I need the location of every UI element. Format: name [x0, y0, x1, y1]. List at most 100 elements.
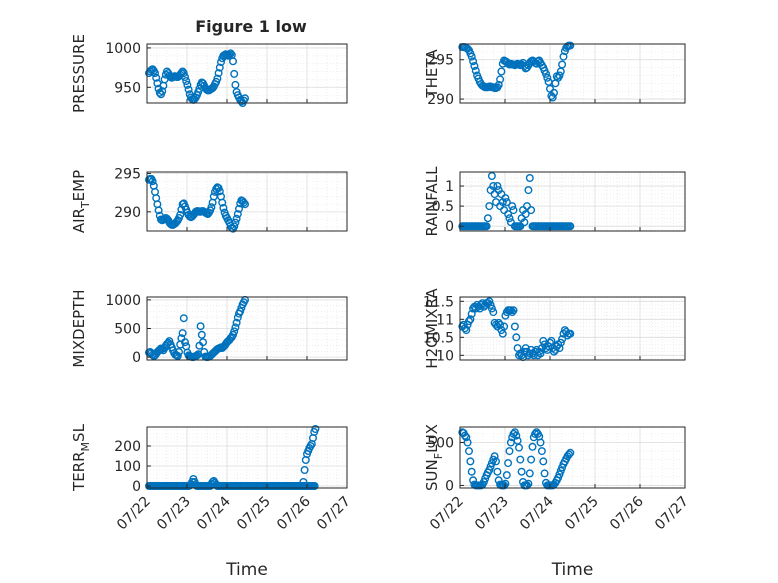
data-point: [543, 73, 552, 82]
grid: [146, 172, 348, 231]
data-point: [197, 330, 206, 339]
subplot-1: 950 1000 PRESSURE: [70, 34, 348, 113]
data-point: [496, 75, 505, 84]
data-point: [512, 333, 521, 342]
y-tick-label: 290: [114, 205, 141, 221]
data-point: [219, 203, 228, 212]
data-point: [550, 88, 559, 97]
data-point: [234, 204, 243, 213]
y-tick-label: 1000: [105, 293, 141, 309]
data-point: [564, 450, 573, 459]
data-point: [500, 322, 509, 331]
grid: [146, 297, 348, 360]
data-point: [536, 438, 545, 447]
data-point: [230, 222, 239, 231]
data-series: [144, 295, 249, 362]
data-point: [546, 84, 555, 93]
y-tick-label: 10: [436, 348, 454, 364]
data-point: [555, 470, 564, 479]
data-point: [207, 203, 216, 212]
y-axis-label: H2OMIXRA: [423, 288, 441, 369]
data-series: [144, 49, 249, 107]
grid: [146, 427, 348, 488]
data-series: [458, 171, 575, 231]
data-point: [547, 336, 556, 345]
data-point: [300, 466, 309, 475]
data-point: [148, 65, 157, 74]
data-series: [458, 428, 575, 490]
y-tick-label: 1000: [105, 41, 141, 57]
data-point: [485, 202, 494, 211]
data-point: [486, 300, 495, 309]
data-point: [516, 455, 525, 464]
data-point: [537, 447, 546, 456]
data-point: [218, 198, 227, 207]
data-point: [483, 214, 492, 223]
data-point: [517, 467, 526, 476]
y-tick-label: 295: [114, 167, 141, 183]
y-tick-label: 11.5: [423, 294, 454, 310]
data-point: [555, 344, 564, 353]
plot-area: [460, 297, 685, 360]
data-point: [462, 433, 471, 442]
data-point: [231, 218, 240, 227]
plot-area: [460, 44, 685, 103]
data-point: [182, 76, 191, 85]
data-point: [500, 206, 509, 215]
data-point: [470, 62, 479, 71]
grid: [459, 427, 686, 488]
data-point: [494, 80, 503, 89]
data-point: [500, 481, 509, 490]
data-point: [230, 327, 239, 336]
data-point: [150, 69, 159, 78]
y-tick-label: 11: [436, 312, 454, 328]
data-point: [299, 478, 308, 487]
data-point: [540, 469, 549, 478]
data-point: [232, 214, 241, 223]
data-point: [493, 467, 502, 476]
y-axis-label: AIRTEMP: [70, 170, 92, 233]
data-point: [490, 452, 499, 461]
y-tick-label: 200: [114, 439, 141, 455]
data-point: [555, 71, 564, 80]
data-point: [489, 308, 498, 317]
data-point: [512, 431, 521, 440]
data-series: [458, 41, 575, 102]
data-point: [497, 67, 506, 76]
data-point: [240, 200, 249, 209]
data-point: [515, 443, 524, 452]
data-point: [566, 329, 575, 338]
data-point: [162, 67, 171, 76]
y-tick-label: 500: [114, 322, 141, 338]
y-axis-label: RAINFALL: [423, 166, 441, 237]
data-point: [173, 352, 182, 361]
y-tick-label: 0: [445, 478, 454, 494]
axes-box: [146, 171, 348, 232]
data-point: [558, 335, 567, 344]
data-point: [190, 95, 199, 104]
data-point: [498, 329, 507, 338]
data-point: [505, 214, 514, 223]
data-point: [460, 431, 469, 440]
data-point: [509, 206, 518, 215]
data-point: [494, 318, 503, 327]
data-point: [239, 198, 248, 207]
x-axis-label: Time: [551, 560, 594, 580]
data-point: [525, 469, 534, 478]
data-point: [485, 466, 494, 475]
data-point: [515, 351, 524, 360]
data-point: [506, 218, 515, 227]
data-point: [154, 206, 163, 215]
data-point: [510, 322, 519, 331]
y-axis-label: SUNFLUX: [423, 424, 445, 491]
data-point: [180, 72, 189, 81]
data-point: [213, 74, 222, 83]
data-point: [465, 317, 474, 326]
data-point: [502, 198, 511, 207]
y-axis-label: MIXDEPTH: [70, 289, 88, 367]
data-point: [487, 171, 496, 180]
y-tick-label: 500: [427, 435, 454, 451]
y-tick-label: 10.5: [423, 330, 454, 346]
